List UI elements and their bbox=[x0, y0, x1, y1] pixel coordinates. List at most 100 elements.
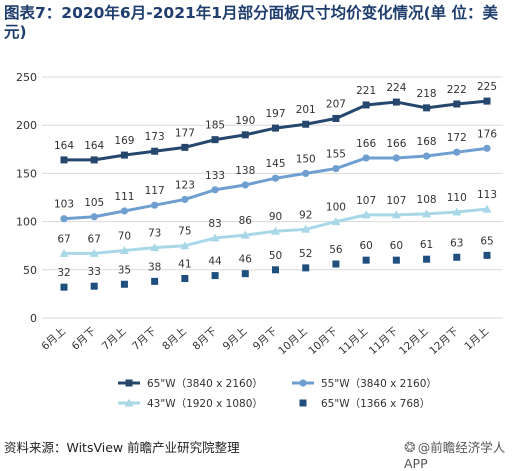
data-label: 61 bbox=[420, 239, 433, 251]
x-tick-label: 7月下 bbox=[130, 325, 159, 352]
data-point bbox=[302, 120, 310, 128]
data-label: 103 bbox=[54, 199, 74, 211]
data-label: 150 bbox=[296, 153, 316, 165]
legend-label: 43"W（1920 x 1080） bbox=[147, 398, 263, 410]
data-label: 185 bbox=[205, 120, 225, 132]
data-point bbox=[483, 97, 491, 105]
data-point bbox=[453, 253, 461, 261]
data-point bbox=[453, 100, 461, 108]
x-tick-label: 9月上 bbox=[221, 325, 250, 352]
data-point bbox=[453, 148, 461, 156]
data-label: 33 bbox=[88, 266, 101, 278]
data-point bbox=[240, 230, 250, 239]
y-tick-label: 150 bbox=[16, 167, 37, 180]
source-note: 资料来源：WitsView 前瞻产业研究院整理 bbox=[4, 440, 240, 455]
data-point bbox=[181, 195, 189, 204]
data-point bbox=[120, 280, 128, 288]
data-label: 222 bbox=[447, 84, 467, 96]
data-label: 67 bbox=[57, 233, 70, 245]
data-label: 50 bbox=[269, 250, 282, 262]
data-label: 32 bbox=[57, 267, 70, 279]
x-tick-label: 11月下 bbox=[367, 325, 401, 357]
data-point bbox=[422, 209, 432, 218]
data-point bbox=[391, 210, 401, 219]
data-point bbox=[272, 124, 279, 132]
data-point bbox=[302, 264, 310, 272]
data-label: 44 bbox=[208, 256, 222, 268]
data-point bbox=[361, 210, 371, 219]
data-label: 110 bbox=[447, 192, 467, 204]
data-label: 138 bbox=[235, 165, 255, 177]
data-point bbox=[60, 283, 68, 291]
legend-label: 55"W（3840 x 2160） bbox=[321, 378, 437, 390]
x-tick-label: 12月上 bbox=[397, 325, 431, 357]
data-point bbox=[151, 201, 159, 209]
chart-title: 图表7：2020年6月-2021年1月部分面板尺寸均价变化情况(单 位：美元) bbox=[4, 4, 499, 41]
watermark-label: @前瞻经济学人APP bbox=[404, 440, 506, 471]
data-point bbox=[301, 224, 311, 233]
data-point bbox=[89, 248, 99, 257]
data-label: 67 bbox=[88, 233, 101, 245]
data-label: 35 bbox=[118, 264, 131, 276]
x-tick-label: 6月上 bbox=[39, 325, 68, 352]
data-point bbox=[271, 226, 280, 235]
data-point bbox=[392, 98, 400, 106]
data-label: 75 bbox=[178, 226, 191, 238]
data-point bbox=[483, 251, 491, 259]
data-point bbox=[150, 243, 160, 252]
legend-label: 65"W（1366 x 768） bbox=[321, 398, 430, 410]
data-point bbox=[422, 152, 431, 160]
legend-swatch-marker bbox=[124, 398, 134, 407]
y-tick-label: 250 bbox=[16, 71, 37, 84]
data-label: 108 bbox=[417, 194, 437, 206]
data-point bbox=[211, 272, 219, 280]
data-point bbox=[181, 274, 189, 282]
x-tick-label: 1月上 bbox=[462, 325, 491, 352]
data-label: 164 bbox=[54, 140, 74, 152]
data-point bbox=[241, 270, 249, 278]
data-label: 224 bbox=[386, 82, 406, 94]
data-label: 92 bbox=[299, 209, 312, 221]
x-tick-label: 10月上 bbox=[276, 325, 310, 357]
data-label: 73 bbox=[148, 228, 161, 240]
data-label: 52 bbox=[299, 248, 312, 260]
legend-swatch-marker bbox=[299, 399, 307, 407]
data-label: 63 bbox=[450, 237, 463, 249]
data-point bbox=[151, 147, 159, 155]
y-tick-label: 100 bbox=[16, 216, 37, 229]
data-label: 90 bbox=[269, 211, 282, 223]
data-point bbox=[60, 156, 68, 164]
data-label: 166 bbox=[386, 138, 406, 150]
data-point bbox=[423, 255, 431, 263]
data-point bbox=[90, 282, 98, 290]
data-label: 56 bbox=[329, 244, 343, 256]
data-point bbox=[120, 207, 129, 215]
x-tick-label: 11月上 bbox=[337, 325, 371, 357]
data-point bbox=[362, 154, 370, 162]
data-label: 176 bbox=[477, 128, 497, 140]
data-point bbox=[271, 174, 280, 182]
data-label: 41 bbox=[178, 258, 191, 270]
data-point bbox=[119, 246, 129, 255]
data-label: 83 bbox=[208, 218, 221, 230]
data-label: 225 bbox=[477, 81, 497, 93]
data-point bbox=[332, 114, 340, 122]
data-point bbox=[452, 207, 462, 216]
watermark: ❂ @前瞻经济学人APP bbox=[404, 437, 524, 471]
data-label: 221 bbox=[356, 85, 376, 97]
data-point bbox=[423, 104, 431, 112]
data-point bbox=[331, 217, 341, 226]
data-label: 107 bbox=[386, 195, 406, 207]
data-label: 86 bbox=[239, 215, 253, 227]
data-label: 145 bbox=[265, 158, 285, 170]
data-point bbox=[90, 156, 98, 164]
wechat-icon: ❂ bbox=[404, 440, 416, 456]
data-label: 113 bbox=[477, 189, 497, 201]
data-label: 107 bbox=[356, 195, 376, 207]
data-label: 60 bbox=[390, 240, 403, 252]
data-point bbox=[90, 213, 98, 221]
x-tick-label: 10月下 bbox=[306, 325, 340, 357]
data-label: 111 bbox=[114, 191, 134, 203]
y-tick-label: 50 bbox=[23, 264, 37, 277]
